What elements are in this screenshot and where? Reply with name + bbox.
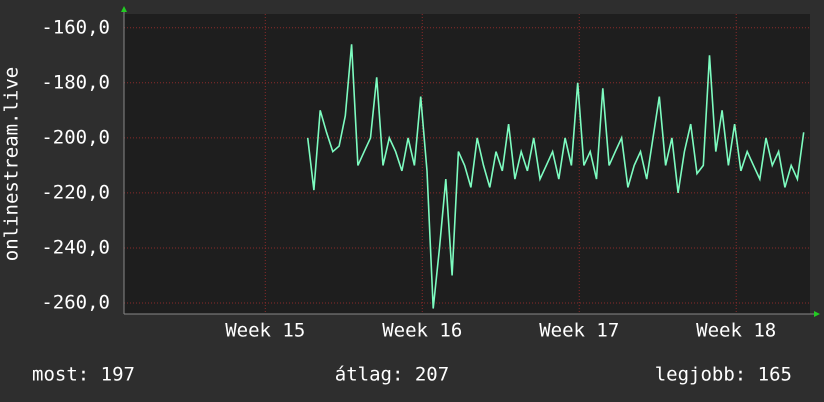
axis-arrow bbox=[121, 6, 127, 12]
footer-stat: most: 197 bbox=[32, 364, 135, 386]
x-tick-label: Week 15 bbox=[225, 320, 305, 342]
y-tick-label: -200,0 bbox=[41, 126, 110, 148]
y-tick-label: -160,0 bbox=[41, 16, 110, 38]
x-tick-label: Week 17 bbox=[539, 320, 619, 342]
axis-arrow bbox=[814, 311, 820, 317]
y-axis-label: onlinestream.live bbox=[1, 67, 23, 261]
x-tick-label: Week 16 bbox=[382, 320, 462, 342]
footer-stat: átlag: 207 bbox=[335, 364, 449, 386]
y-tick-label: -220,0 bbox=[41, 181, 110, 203]
data-line bbox=[306, 44, 805, 309]
x-tick-label: Week 18 bbox=[696, 320, 776, 342]
footer-stat: legjobb: 165 bbox=[655, 364, 792, 386]
y-tick-label: -180,0 bbox=[41, 71, 110, 93]
y-tick-label: -240,0 bbox=[41, 236, 110, 258]
y-tick-label: -260,0 bbox=[41, 291, 110, 313]
plot-area bbox=[124, 14, 810, 314]
